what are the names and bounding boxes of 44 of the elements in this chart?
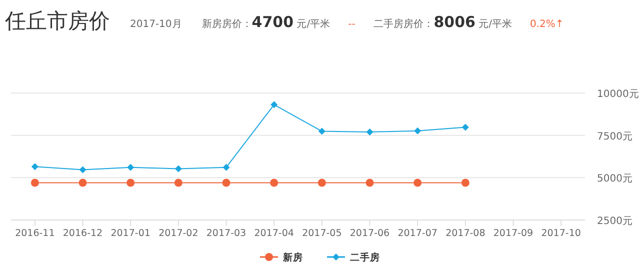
x-tick-label: 2017-01: [110, 228, 150, 239]
point: [222, 164, 230, 171]
x-tick-label: 2017-10: [541, 228, 581, 239]
point: [222, 178, 230, 187]
point: [462, 124, 469, 131]
legend-label: 二手房: [350, 252, 380, 264]
y-tick-label: 5000元: [597, 174, 632, 185]
point: [270, 101, 278, 108]
y-tick-label: 10000元: [597, 89, 639, 100]
point: [414, 127, 422, 134]
x-tick-label: 2017-02: [158, 228, 198, 239]
x-tick-label: 2017-03: [206, 228, 246, 239]
point: [126, 178, 135, 187]
point: [174, 178, 182, 187]
point: [31, 163, 38, 170]
y-tick-label: 7500元: [597, 131, 632, 142]
point: [30, 178, 39, 187]
x-tick-label: 2016-11: [15, 228, 55, 239]
legend-label: 新房: [282, 252, 303, 264]
x-tick-label: 2016-12: [62, 228, 103, 239]
point: [318, 128, 326, 135]
x-tick-label: 2017-08: [446, 228, 486, 239]
point: [78, 178, 87, 187]
point: [127, 164, 134, 171]
x-tick-label: 2017-05: [302, 228, 342, 239]
x-tick-label: 2017-09: [493, 228, 534, 239]
point: [366, 128, 374, 136]
text: 0.2%↑: [530, 19, 564, 30]
x-tick-label: 2017-06: [350, 228, 390, 239]
point: [414, 178, 422, 187]
point: [270, 178, 278, 187]
text: 新房房价：4700 元/平米: [202, 13, 330, 31]
point: [318, 178, 326, 187]
chart-subtitle: 2017-10月: [130, 19, 182, 30]
x-tick-label: 2017-04: [254, 228, 294, 239]
point: [174, 165, 182, 172]
y-tick-label: 2500元: [597, 216, 632, 227]
chart-title: 任丘市房价: [4, 9, 110, 33]
point: [461, 178, 470, 187]
text: 二手房房价：8006 元/平米: [374, 13, 512, 31]
point: [79, 166, 86, 174]
x-tick-label: 2017-07: [398, 228, 438, 239]
text: --: [348, 19, 356, 30]
point: [366, 178, 374, 187]
